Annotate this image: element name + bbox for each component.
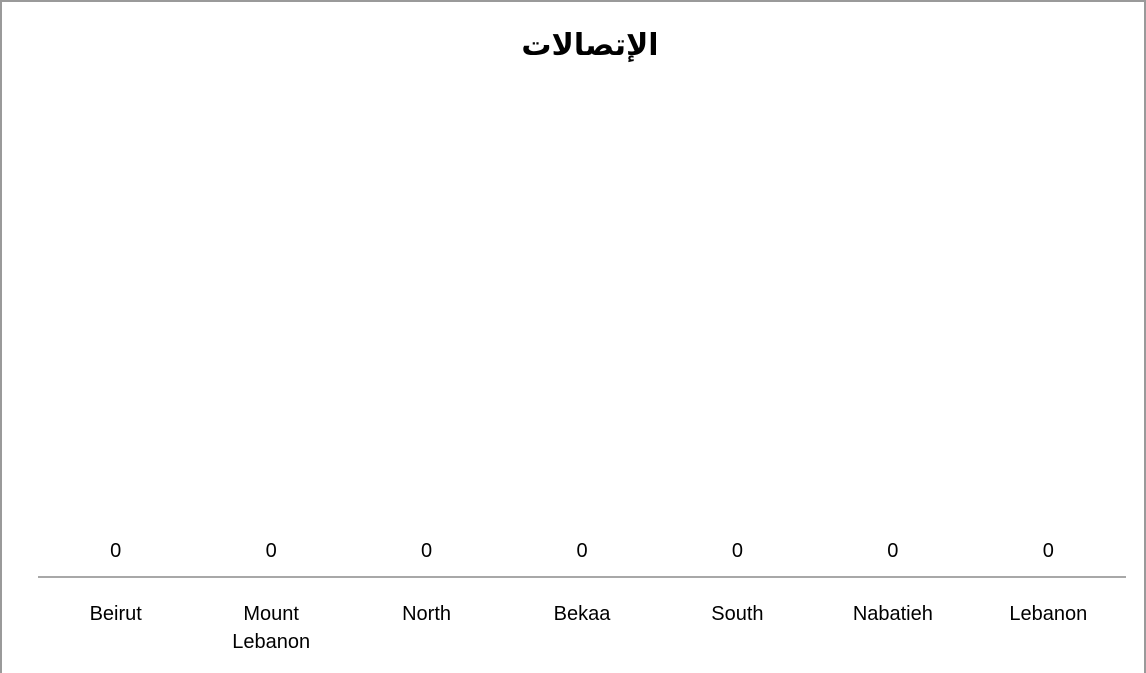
data-label: 0 <box>1043 540 1054 562</box>
chart-border-right <box>1144 0 1146 673</box>
chart-title: الإتصالات <box>521 28 659 63</box>
x-tick-label: Lebanon <box>1009 603 1087 625</box>
data-label: 0 <box>266 540 277 562</box>
chart-border-top <box>0 0 1146 2</box>
x-tick-label: South <box>711 603 763 625</box>
x-tick-label: Beirut <box>90 603 143 625</box>
x-tick-label: Nabatieh <box>853 603 933 625</box>
chart-border-left <box>0 0 2 673</box>
data-label: 0 <box>576 540 587 562</box>
data-label: 0 <box>732 540 743 562</box>
data-label: 0 <box>421 540 432 562</box>
data-label: 0 <box>887 540 898 562</box>
data-label: 0 <box>110 540 121 562</box>
x-tick-label: Mount Lebanon <box>232 603 310 653</box>
x-tick-label: North <box>402 603 451 625</box>
x-tick-label: Bekaa <box>554 603 612 625</box>
